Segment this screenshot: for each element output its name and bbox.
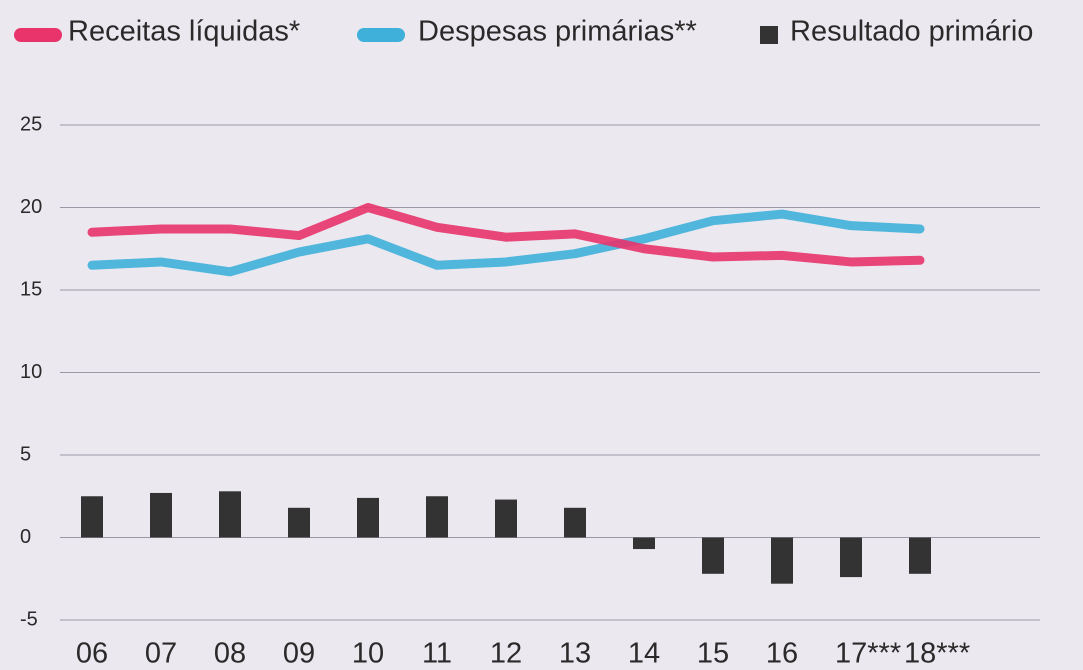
y-tick-label: 0 (20, 526, 31, 548)
x-tick-label: 16 (766, 638, 798, 670)
bar (426, 496, 448, 538)
x-tick-label: 13 (559, 638, 591, 670)
bar (702, 537, 724, 574)
bar (288, 507, 310, 538)
x-tick-label: 18*** (904, 638, 970, 670)
bar (633, 537, 655, 550)
bar (81, 496, 103, 538)
bar (150, 492, 172, 538)
x-tick-label: 11 (422, 638, 452, 670)
line (87, 203, 925, 267)
x-tick-label: 17*** (835, 638, 901, 670)
x-tick-label: 06 (76, 638, 108, 670)
y-tick-label: 10 (20, 361, 42, 383)
y-tick-label: 5 (20, 443, 31, 465)
bar (909, 537, 931, 574)
y-tick-label: 20 (20, 196, 42, 218)
line (87, 209, 925, 277)
legend-label: Despesas primárias** (418, 16, 697, 48)
x-tick-label: 15 (697, 638, 729, 670)
legend-swatch (760, 26, 778, 44)
x-tick-label: 07 (145, 638, 177, 670)
x-tick-label: 10 (352, 638, 384, 670)
bar (357, 497, 379, 538)
y-tick-label: 25 (20, 113, 42, 135)
bar (495, 499, 517, 538)
bar (219, 491, 241, 538)
x-tick-label: 08 (214, 638, 246, 670)
x-tick-label: 14 (628, 638, 660, 670)
legend-label: Resultado primário (790, 16, 1033, 48)
legend-label: Receitas líquidas* (68, 16, 300, 48)
y-tick-label: 15 (20, 278, 42, 300)
x-tick-label: 09 (283, 638, 315, 670)
bar (840, 537, 862, 578)
y-tick-label: -5 (20, 608, 38, 630)
x-tick-label: 12 (490, 638, 522, 670)
bar (564, 507, 586, 538)
bar (771, 537, 793, 584)
